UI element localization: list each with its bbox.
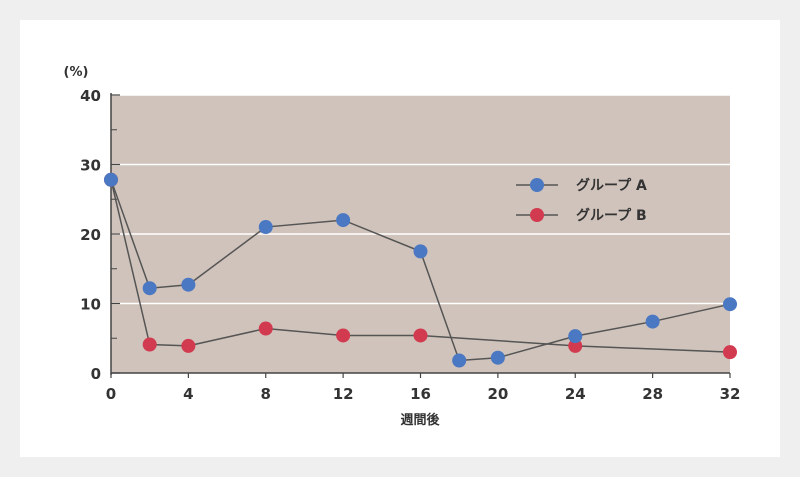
y-ticks: 0 10 20 30 40 — [80, 87, 120, 383]
x-tick-label: 32 — [720, 385, 741, 403]
x-tick-label: 16 — [410, 385, 431, 403]
x-tick-label: 28 — [642, 385, 663, 403]
x-tick-label: 0 — [106, 385, 116, 403]
x-tick-label: 4 — [183, 385, 193, 403]
x-tick-label: 8 — [261, 385, 271, 403]
data-point-group-b — [336, 328, 351, 343]
x-ticks: 0 4 8 12 16 20 24 28 32 — [106, 373, 741, 403]
y-tick-label: 20 — [80, 226, 101, 244]
data-point-group-a — [142, 281, 157, 296]
data-point-group-b — [181, 338, 196, 353]
series-markers — [104, 172, 737, 368]
data-point-group-b — [568, 338, 583, 353]
x-tick-label: 12 — [333, 385, 354, 403]
data-point-group-b — [142, 337, 157, 352]
legend-item-group-a: グループ A — [516, 177, 647, 194]
line-chart: 0 10 20 30 40 0 4 8 12 16 20 24 28 32 (%) 週間後 グループ A… — [64, 65, 741, 428]
data-point-group-a — [413, 244, 428, 259]
legend-marker-group-b — [530, 208, 544, 222]
y-tick-label: 0 — [91, 365, 101, 383]
data-point-group-a — [723, 297, 737, 312]
y-tick-label: 10 — [80, 296, 101, 314]
legend-label-group-a: グループ A — [576, 177, 647, 194]
y-tick-label: 30 — [80, 157, 101, 175]
chart-card: 0 10 20 30 40 0 4 8 12 16 20 24 28 32 (%) 週間後 グループ A… — [20, 20, 780, 457]
data-point-group-a — [336, 213, 351, 228]
legend-marker-group-a — [530, 178, 544, 192]
data-point-group-a — [645, 314, 660, 329]
legend: グループ A グループ B — [516, 177, 647, 224]
unit-label: (%) — [64, 65, 89, 80]
x-tick-label: 24 — [565, 385, 586, 403]
data-point-group-a — [104, 172, 118, 187]
data-point-group-a — [490, 350, 505, 365]
x-axis-label: 週間後 — [400, 412, 440, 428]
data-point-group-b — [258, 321, 273, 336]
x-tick-label: 20 — [487, 385, 508, 403]
legend-item-group-b: グループ B — [516, 207, 647, 224]
data-point-group-a — [568, 329, 583, 344]
data-point-group-a — [258, 220, 273, 235]
y-tick-label: 40 — [80, 87, 101, 105]
data-point-group-b — [413, 328, 428, 343]
series-group — [104, 172, 737, 368]
data-point-group-a — [452, 353, 467, 368]
grid-lines — [111, 94, 730, 305]
data-point-group-a — [181, 277, 196, 292]
data-point-group-b — [723, 345, 737, 360]
legend-label-group-b: グループ B — [576, 207, 647, 224]
